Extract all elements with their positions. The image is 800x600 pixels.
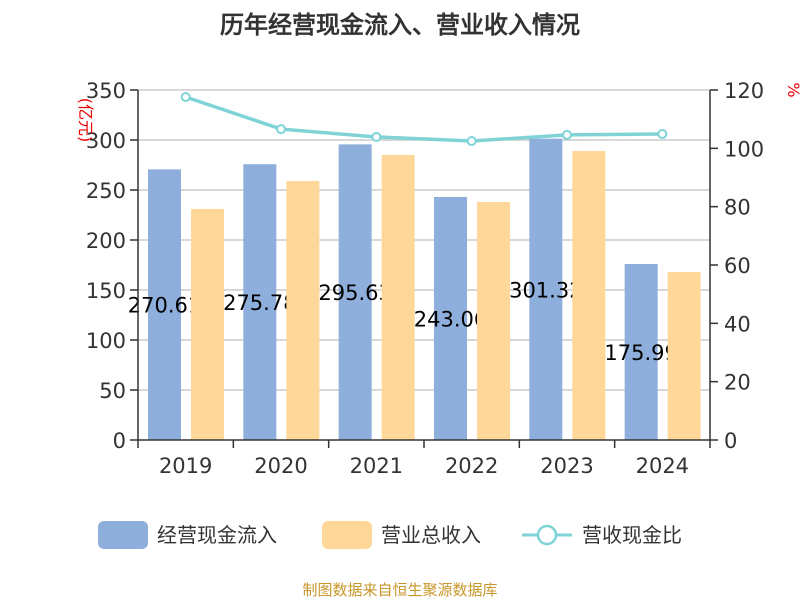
legend-marker: [536, 524, 558, 546]
bar-value-label: 295.63: [318, 281, 391, 305]
bar-cash-inflow: [243, 164, 277, 440]
legend-label: 营业总收入: [381, 523, 481, 547]
right-tick-label: 20: [724, 371, 751, 395]
bar-revenue: [477, 202, 510, 440]
ratio-point: [466, 136, 477, 147]
right-tick-label: 100: [724, 137, 764, 161]
bar-cash-inflow: [148, 169, 181, 440]
x-tick-label: 2022: [445, 454, 498, 478]
legend-item-revenue[interactable]: 营业总收入: [322, 521, 481, 549]
x-tick-label: 2019: [159, 454, 212, 478]
right-axis-unit: %: [784, 82, 800, 97]
right-tick-label: 60: [724, 254, 751, 278]
left-tick-label: 150: [86, 279, 126, 303]
bar-value-label: 175.99: [604, 341, 677, 365]
bar-cash-inflow: [338, 144, 372, 440]
chart-title: 历年经营现金流入、营业收入情况: [220, 11, 580, 39]
ratio-point: [180, 92, 191, 102]
bar-value-label: 275.78: [223, 291, 296, 315]
left-axis-unit: (亿元): [76, 98, 95, 143]
left-tick-label: 350: [86, 79, 126, 103]
bar-cash-inflow: [624, 264, 658, 440]
x-tick-label: 2021: [350, 454, 403, 478]
legend-item-cash-inflow[interactable]: 经营现金流入: [98, 521, 277, 549]
bar-revenue: [286, 181, 320, 440]
left-tick-label: 250: [86, 179, 126, 203]
bar-value-label: 243.06: [414, 307, 487, 331]
left-tick-label: 0: [113, 429, 126, 453]
right-tick-label: 80: [724, 196, 751, 220]
bar-revenue: [191, 209, 224, 440]
left-tick-label: 100: [86, 329, 126, 353]
x-tick-label: 2024: [636, 454, 689, 478]
bar-revenue: [667, 272, 701, 440]
ratio-point: [562, 129, 572, 140]
right-tick-label: 40: [724, 312, 751, 336]
footer-source: 制图数据来自恒生聚源数据库: [302, 581, 497, 599]
legend: 经营现金流入 营业总收入 营收现金比: [98, 521, 682, 549]
right-tick-label: 0: [724, 429, 737, 453]
bar-cash-inflow: [434, 196, 467, 440]
legend-swatch-blue: [98, 521, 148, 549]
legend-label: 营收现金比: [582, 523, 682, 547]
bar-revenue: [572, 151, 606, 440]
legend-label: 经营现金流入: [157, 523, 277, 547]
bar-value-label: 270.61: [128, 294, 201, 318]
bar-cash-inflow: [529, 138, 563, 440]
x-tick-label: 2020: [254, 454, 307, 478]
ratio-point: [371, 131, 382, 142]
bar-revenue: [381, 155, 415, 440]
bar-value-label: 301.32: [509, 278, 582, 302]
ratio-point: [276, 124, 286, 135]
ratio-point: [657, 129, 668, 140]
ratio-line: [185, 95, 663, 143]
legend-item-ratio[interactable]: 营收现金比: [522, 523, 682, 547]
left-tick-label: 200: [86, 229, 126, 253]
left-tick-label: 50: [99, 379, 126, 403]
legend-swatch-orange: [322, 521, 372, 549]
right-tick-label: 120: [724, 79, 764, 103]
x-tick-label: 2023: [540, 454, 593, 478]
left-tick-label: 300: [86, 129, 126, 153]
